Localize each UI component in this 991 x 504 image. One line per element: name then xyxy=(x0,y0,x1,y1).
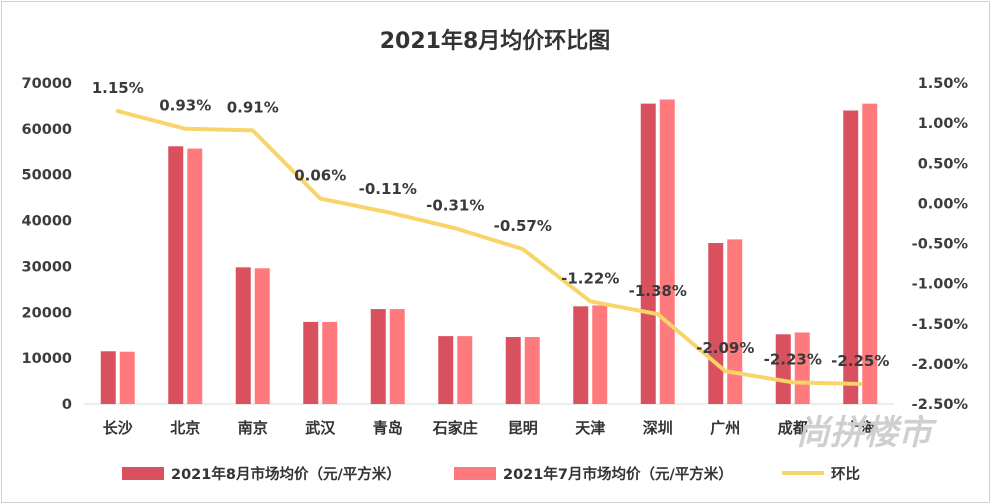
right-tick-label: -2.50% xyxy=(912,397,969,413)
bar-aug xyxy=(505,337,521,404)
ratio-data-label: 0.91% xyxy=(227,98,279,116)
ratio-data-label: 0.06% xyxy=(294,167,346,185)
ratio-data-label: -0.57% xyxy=(494,217,552,235)
ratio-data-label: -1.22% xyxy=(561,269,619,287)
bar-aug xyxy=(573,306,589,404)
category-label: 长沙 xyxy=(103,419,133,437)
category-axis: 长沙 北京 南京 武汉 青岛 石家庄 昆明 天津 深圳 广州 成都 上海 xyxy=(103,419,876,437)
bar-aug xyxy=(843,110,859,404)
category-label: 武汉 xyxy=(305,419,336,437)
left-tick-label: 30000 xyxy=(22,259,72,275)
category-label: 南京 xyxy=(238,419,268,437)
bar-jul xyxy=(119,351,135,404)
ratio-data-label: -2.25% xyxy=(831,352,889,370)
bar-aug xyxy=(438,336,454,404)
left-tick-label: 40000 xyxy=(22,214,72,230)
legend-label-aug: 2021年8月市场均价（元/平方米） xyxy=(171,465,401,483)
left-tick-label: 50000 xyxy=(22,168,72,184)
legend-swatch-jul xyxy=(454,467,496,480)
bar-jul xyxy=(659,99,675,404)
right-y-axis: -2.50% -2.00% -1.50% -1.00% -0.50% 0.00% 0.50%… xyxy=(912,76,969,413)
left-y-axis: 0 10000 20000 30000 40000 50000 60000 70000 xyxy=(22,76,72,413)
legend-label-jul: 2021年7月市场均价（元/平方米） xyxy=(503,465,733,483)
bar-aug xyxy=(303,321,319,404)
bar-aug xyxy=(235,267,251,404)
bar-aug xyxy=(775,334,791,404)
category-label: 昆明 xyxy=(508,419,538,437)
bar-jul xyxy=(322,321,338,404)
bar-aug xyxy=(640,103,656,404)
chart-title: 2021年8月均价环比图 xyxy=(380,28,611,54)
ratio-data-label: -1.38% xyxy=(629,282,687,300)
ratio-data-label: 1.15% xyxy=(92,79,144,97)
bar-aug xyxy=(708,243,724,404)
left-tick-label: 20000 xyxy=(22,305,72,321)
category-label: 北京 xyxy=(170,419,200,437)
bar-aug xyxy=(168,146,184,405)
legend-label-ratio: 环比 xyxy=(831,465,860,483)
category-label: 成都 xyxy=(778,419,808,437)
bar-series xyxy=(100,99,878,405)
category-label: 广州 xyxy=(710,419,740,437)
category-label: 深圳 xyxy=(643,419,673,437)
bar-jul xyxy=(524,337,540,404)
legend-swatch-aug xyxy=(122,467,164,480)
bar-aug xyxy=(100,351,116,404)
left-tick-label: 0 xyxy=(62,397,72,413)
legend: 2021年8月市场均价（元/平方米） 2021年7月市场均价（元/平方米） 环比 xyxy=(122,465,860,483)
bar-jul xyxy=(389,309,405,404)
ratio-line xyxy=(115,109,863,386)
bar-jul xyxy=(592,305,608,404)
right-tick-label: -1.50% xyxy=(912,317,969,333)
right-tick-label: 1.50% xyxy=(918,76,969,92)
bar-jul xyxy=(457,336,473,404)
bar-jul xyxy=(862,103,878,404)
bar-jul xyxy=(794,332,810,404)
line-series: 1.15% 0.93% 0.91% 0.06% -0.11% -0.31% -0.57% -1… xyxy=(92,79,889,386)
right-tick-label: -2.00% xyxy=(912,357,969,373)
bar-jul xyxy=(254,268,270,404)
left-tick-label: 70000 xyxy=(22,76,72,92)
right-tick-label: 0.00% xyxy=(918,196,969,212)
ratio-data-label: -0.11% xyxy=(359,180,417,198)
ratio-data-label: -2.09% xyxy=(696,339,754,357)
right-tick-label: -1.00% xyxy=(912,277,969,293)
category-label: 青岛 xyxy=(373,419,403,437)
category-label: 上海 xyxy=(845,419,875,437)
ratio-data-label: 0.93% xyxy=(159,97,211,115)
right-tick-label: 0.50% xyxy=(918,156,969,172)
bar-jul xyxy=(187,148,203,404)
category-label: 石家庄 xyxy=(432,419,478,437)
ratio-data-label: -0.31% xyxy=(426,196,484,214)
bar-jul xyxy=(727,239,743,404)
right-tick-label: 1.00% xyxy=(918,116,969,132)
right-tick-label: -0.50% xyxy=(912,237,969,253)
left-tick-label: 60000 xyxy=(22,122,72,138)
ratio-data-label: -2.23% xyxy=(764,350,822,368)
bar-aug xyxy=(370,309,386,404)
category-label: 天津 xyxy=(575,419,605,437)
watermark-text: 尚拼楼市 xyxy=(796,413,937,453)
left-tick-label: 10000 xyxy=(22,351,72,367)
